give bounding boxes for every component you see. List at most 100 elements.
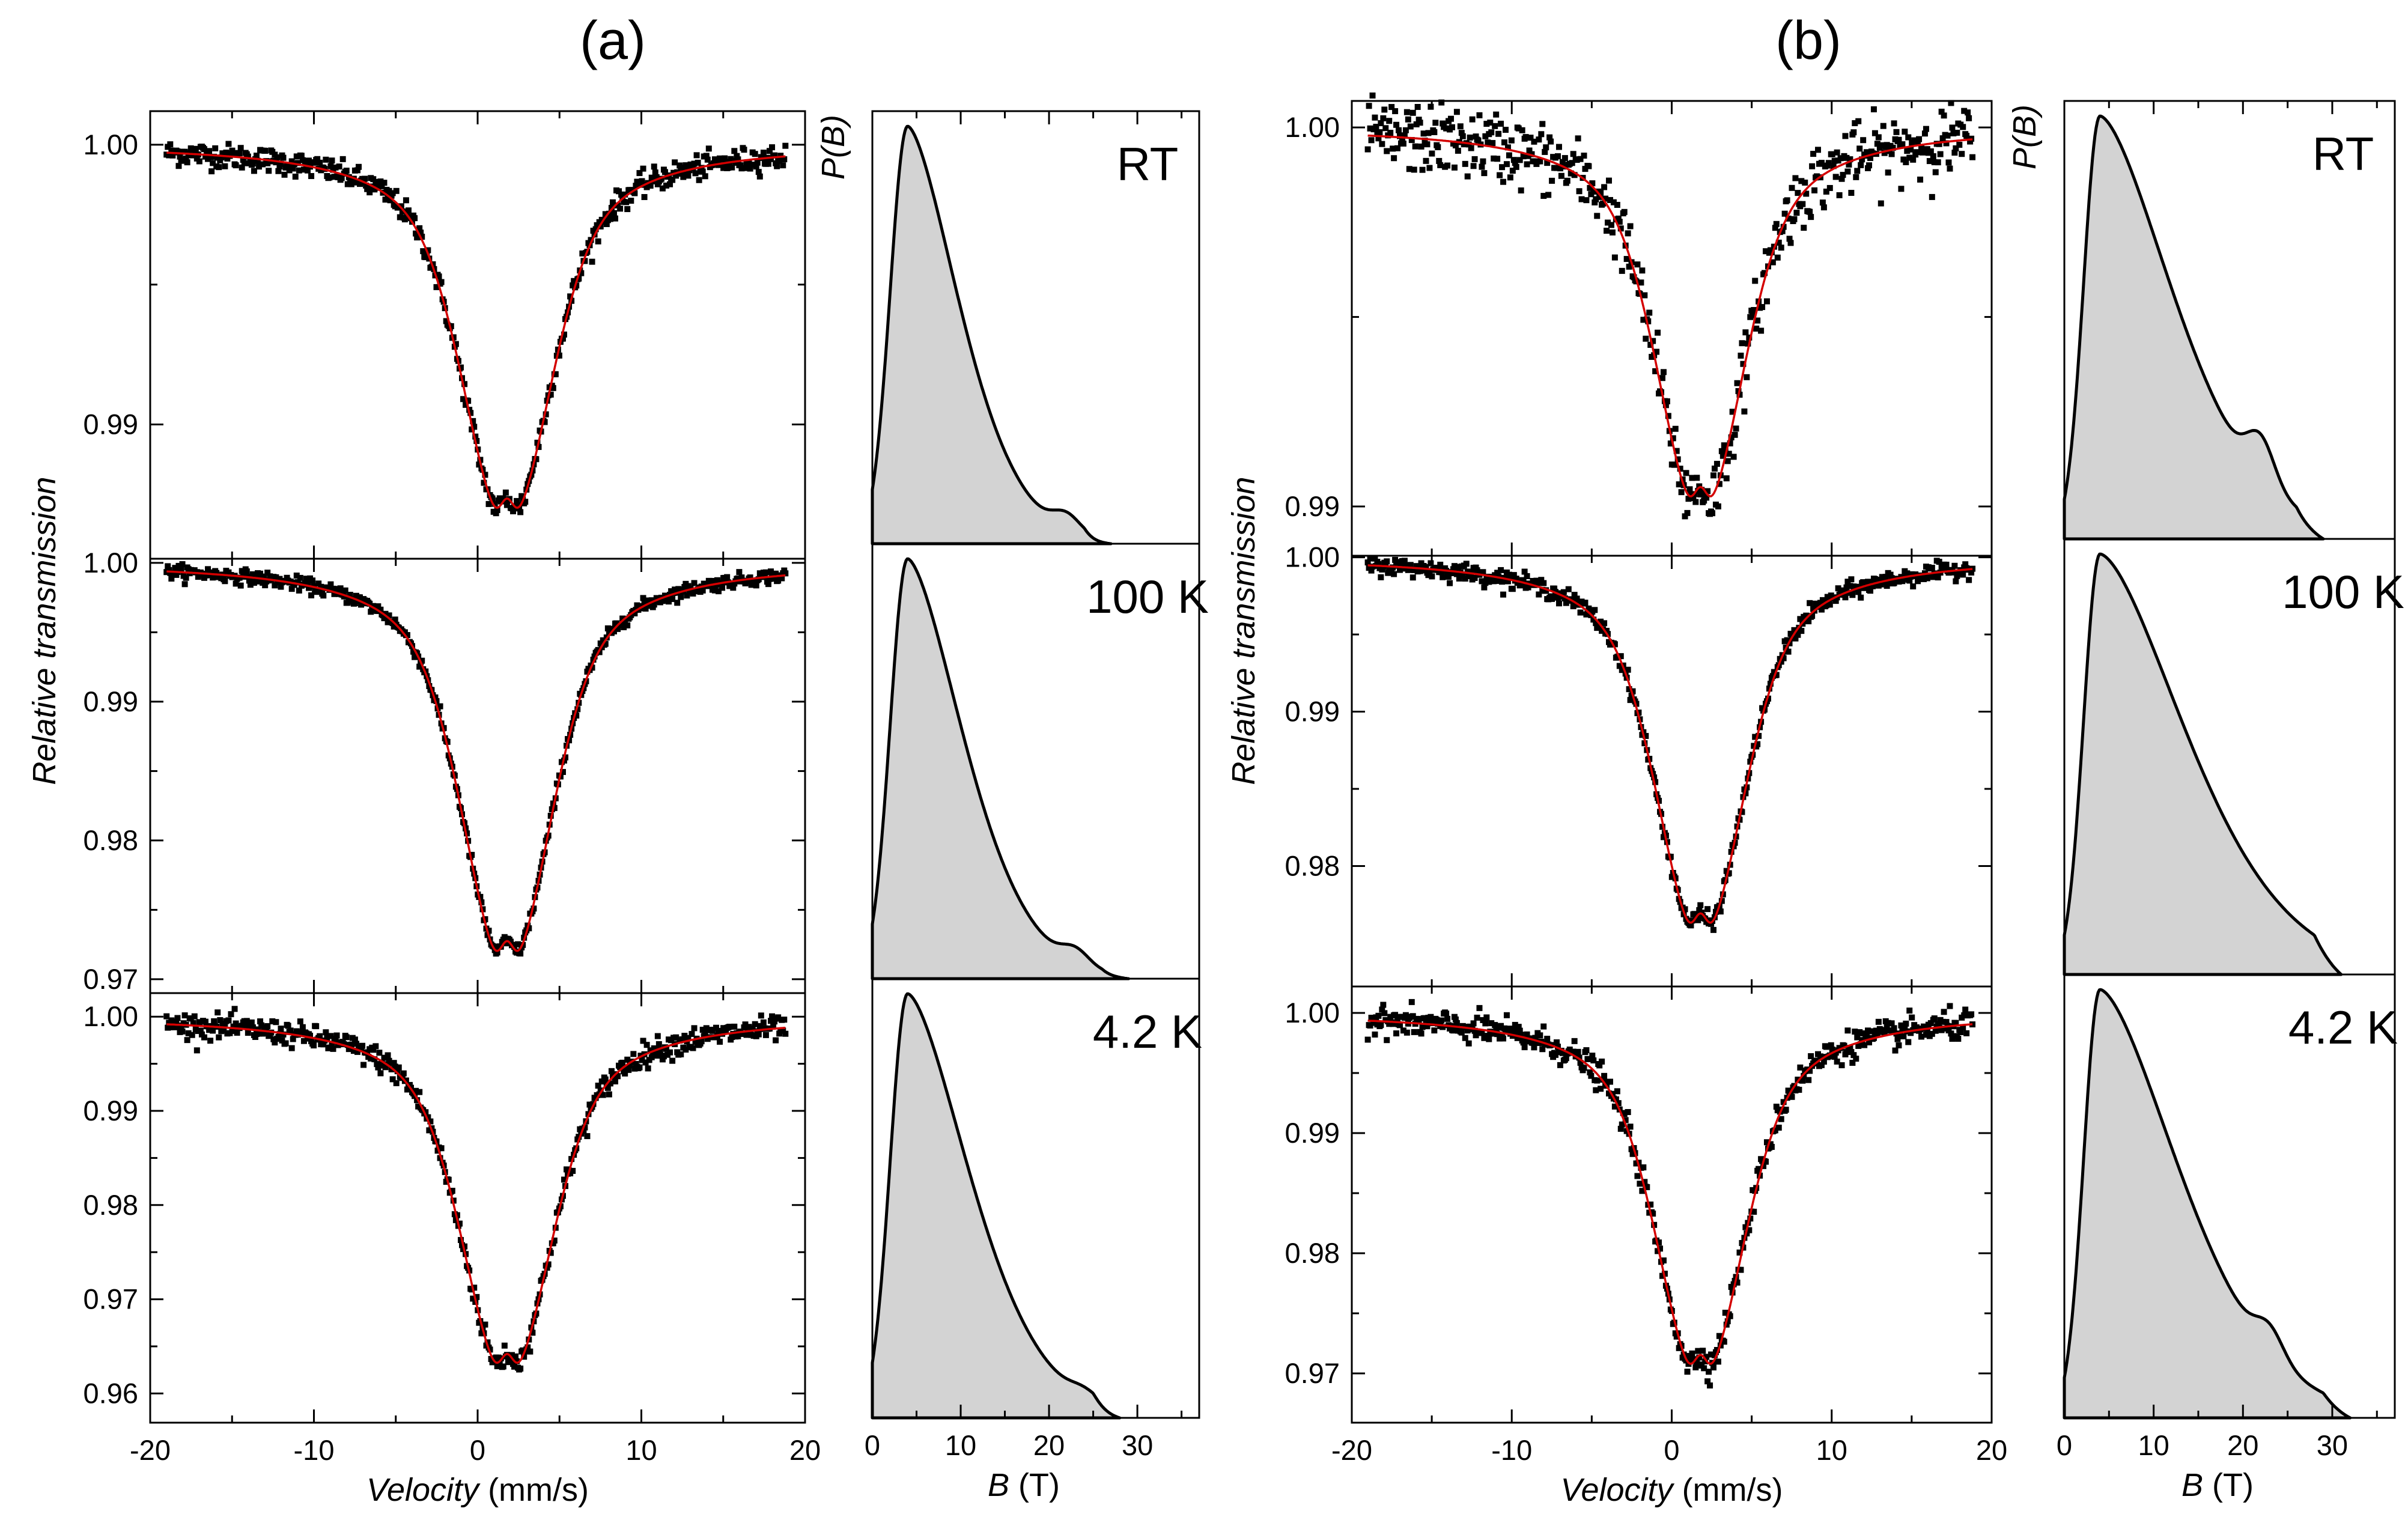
data-point	[1785, 648, 1792, 655]
data-point	[1781, 210, 1788, 217]
temperature-label: 4.2 K	[2288, 1001, 2398, 1054]
data-point	[640, 595, 646, 601]
data-point	[239, 164, 245, 171]
data-point	[1485, 1033, 1491, 1039]
data-point	[231, 1006, 238, 1012]
data-point	[1906, 577, 1913, 584]
data-points	[163, 561, 789, 957]
data-point	[1419, 166, 1426, 173]
data-point	[580, 1128, 587, 1134]
data-point	[1701, 1365, 1707, 1372]
pb-curve	[2063, 988, 2352, 1420]
data-point	[1807, 1068, 1813, 1074]
data-point	[782, 142, 789, 149]
data-point	[1732, 431, 1738, 438]
pb-x-tick-label: 20	[1033, 1429, 1065, 1461]
data-point	[1368, 567, 1375, 574]
data-point	[494, 1363, 500, 1370]
data-point	[303, 576, 309, 582]
data-point	[1849, 1060, 1856, 1066]
data-point	[1736, 1249, 1743, 1256]
data-point	[381, 180, 388, 186]
data-point	[168, 576, 175, 582]
data-point	[1427, 560, 1434, 567]
data-point	[1698, 909, 1705, 916]
data-point	[1756, 732, 1762, 739]
data-point	[1513, 576, 1519, 582]
data-point	[1853, 1056, 1859, 1062]
data-point	[1850, 129, 1857, 136]
data-point	[1877, 200, 1884, 207]
data-point	[1418, 1030, 1424, 1037]
data-point	[1471, 575, 1478, 582]
data-point	[457, 1236, 464, 1243]
data-point	[1406, 166, 1412, 172]
data-point	[579, 250, 586, 257]
data-point	[1379, 1006, 1385, 1013]
data-point	[471, 1284, 478, 1291]
pb-x-tick-label: 20	[2227, 1429, 2258, 1461]
data-point	[1754, 741, 1761, 747]
data-point	[174, 148, 181, 155]
data-point	[1706, 1369, 1712, 1375]
data-point	[1650, 1211, 1656, 1217]
data-point	[511, 944, 518, 950]
data-point	[1746, 1227, 1753, 1233]
data-point	[1936, 559, 1942, 565]
data-point	[1722, 1310, 1728, 1316]
data-point	[290, 165, 296, 172]
data-point	[1592, 199, 1598, 205]
data-point	[1825, 160, 1832, 166]
data-point	[615, 1073, 621, 1080]
data-point	[438, 279, 445, 285]
data-point	[1397, 1022, 1403, 1029]
data-point	[192, 145, 199, 152]
data-point	[1760, 1163, 1767, 1169]
data-point	[1424, 1023, 1431, 1030]
data-point	[693, 152, 700, 159]
data-point	[1462, 160, 1468, 167]
data-point	[1818, 606, 1825, 613]
data-point	[502, 489, 509, 496]
data-point	[1449, 124, 1456, 130]
data-point	[1482, 580, 1489, 586]
data-point	[183, 155, 189, 162]
data-point	[1403, 109, 1410, 115]
plot-frame	[149, 558, 806, 994]
data-point	[1829, 151, 1835, 157]
data-point	[377, 178, 384, 185]
data-point	[326, 174, 333, 181]
data-point	[274, 154, 281, 160]
data-point	[371, 1056, 378, 1063]
data-point	[229, 1028, 236, 1035]
data-point	[392, 616, 398, 623]
data-point	[251, 580, 257, 586]
data-point	[1831, 157, 1838, 164]
data-point	[1890, 1028, 1896, 1035]
data-point	[351, 1036, 358, 1043]
data-point	[1837, 155, 1844, 162]
data-point	[1557, 1062, 1563, 1068]
data-point	[1513, 1029, 1519, 1035]
data-point	[1582, 600, 1589, 606]
data-point	[342, 587, 348, 594]
data-point	[544, 1265, 550, 1271]
data-point	[236, 150, 243, 157]
data-point	[770, 1023, 777, 1030]
data-point	[1513, 163, 1519, 170]
data-point	[1426, 165, 1433, 171]
data-point	[1785, 215, 1792, 222]
data-point	[1418, 143, 1424, 150]
data-point	[1801, 225, 1807, 231]
data-point	[1807, 208, 1813, 215]
data-point	[211, 1018, 217, 1024]
data-point	[1596, 193, 1603, 200]
data-point	[1881, 1029, 1888, 1036]
data-point	[314, 156, 321, 162]
data-point	[1684, 509, 1691, 516]
data-point	[1482, 133, 1489, 139]
data-point	[1607, 196, 1613, 203]
data-point	[1601, 620, 1608, 627]
data-point	[1707, 1382, 1713, 1389]
